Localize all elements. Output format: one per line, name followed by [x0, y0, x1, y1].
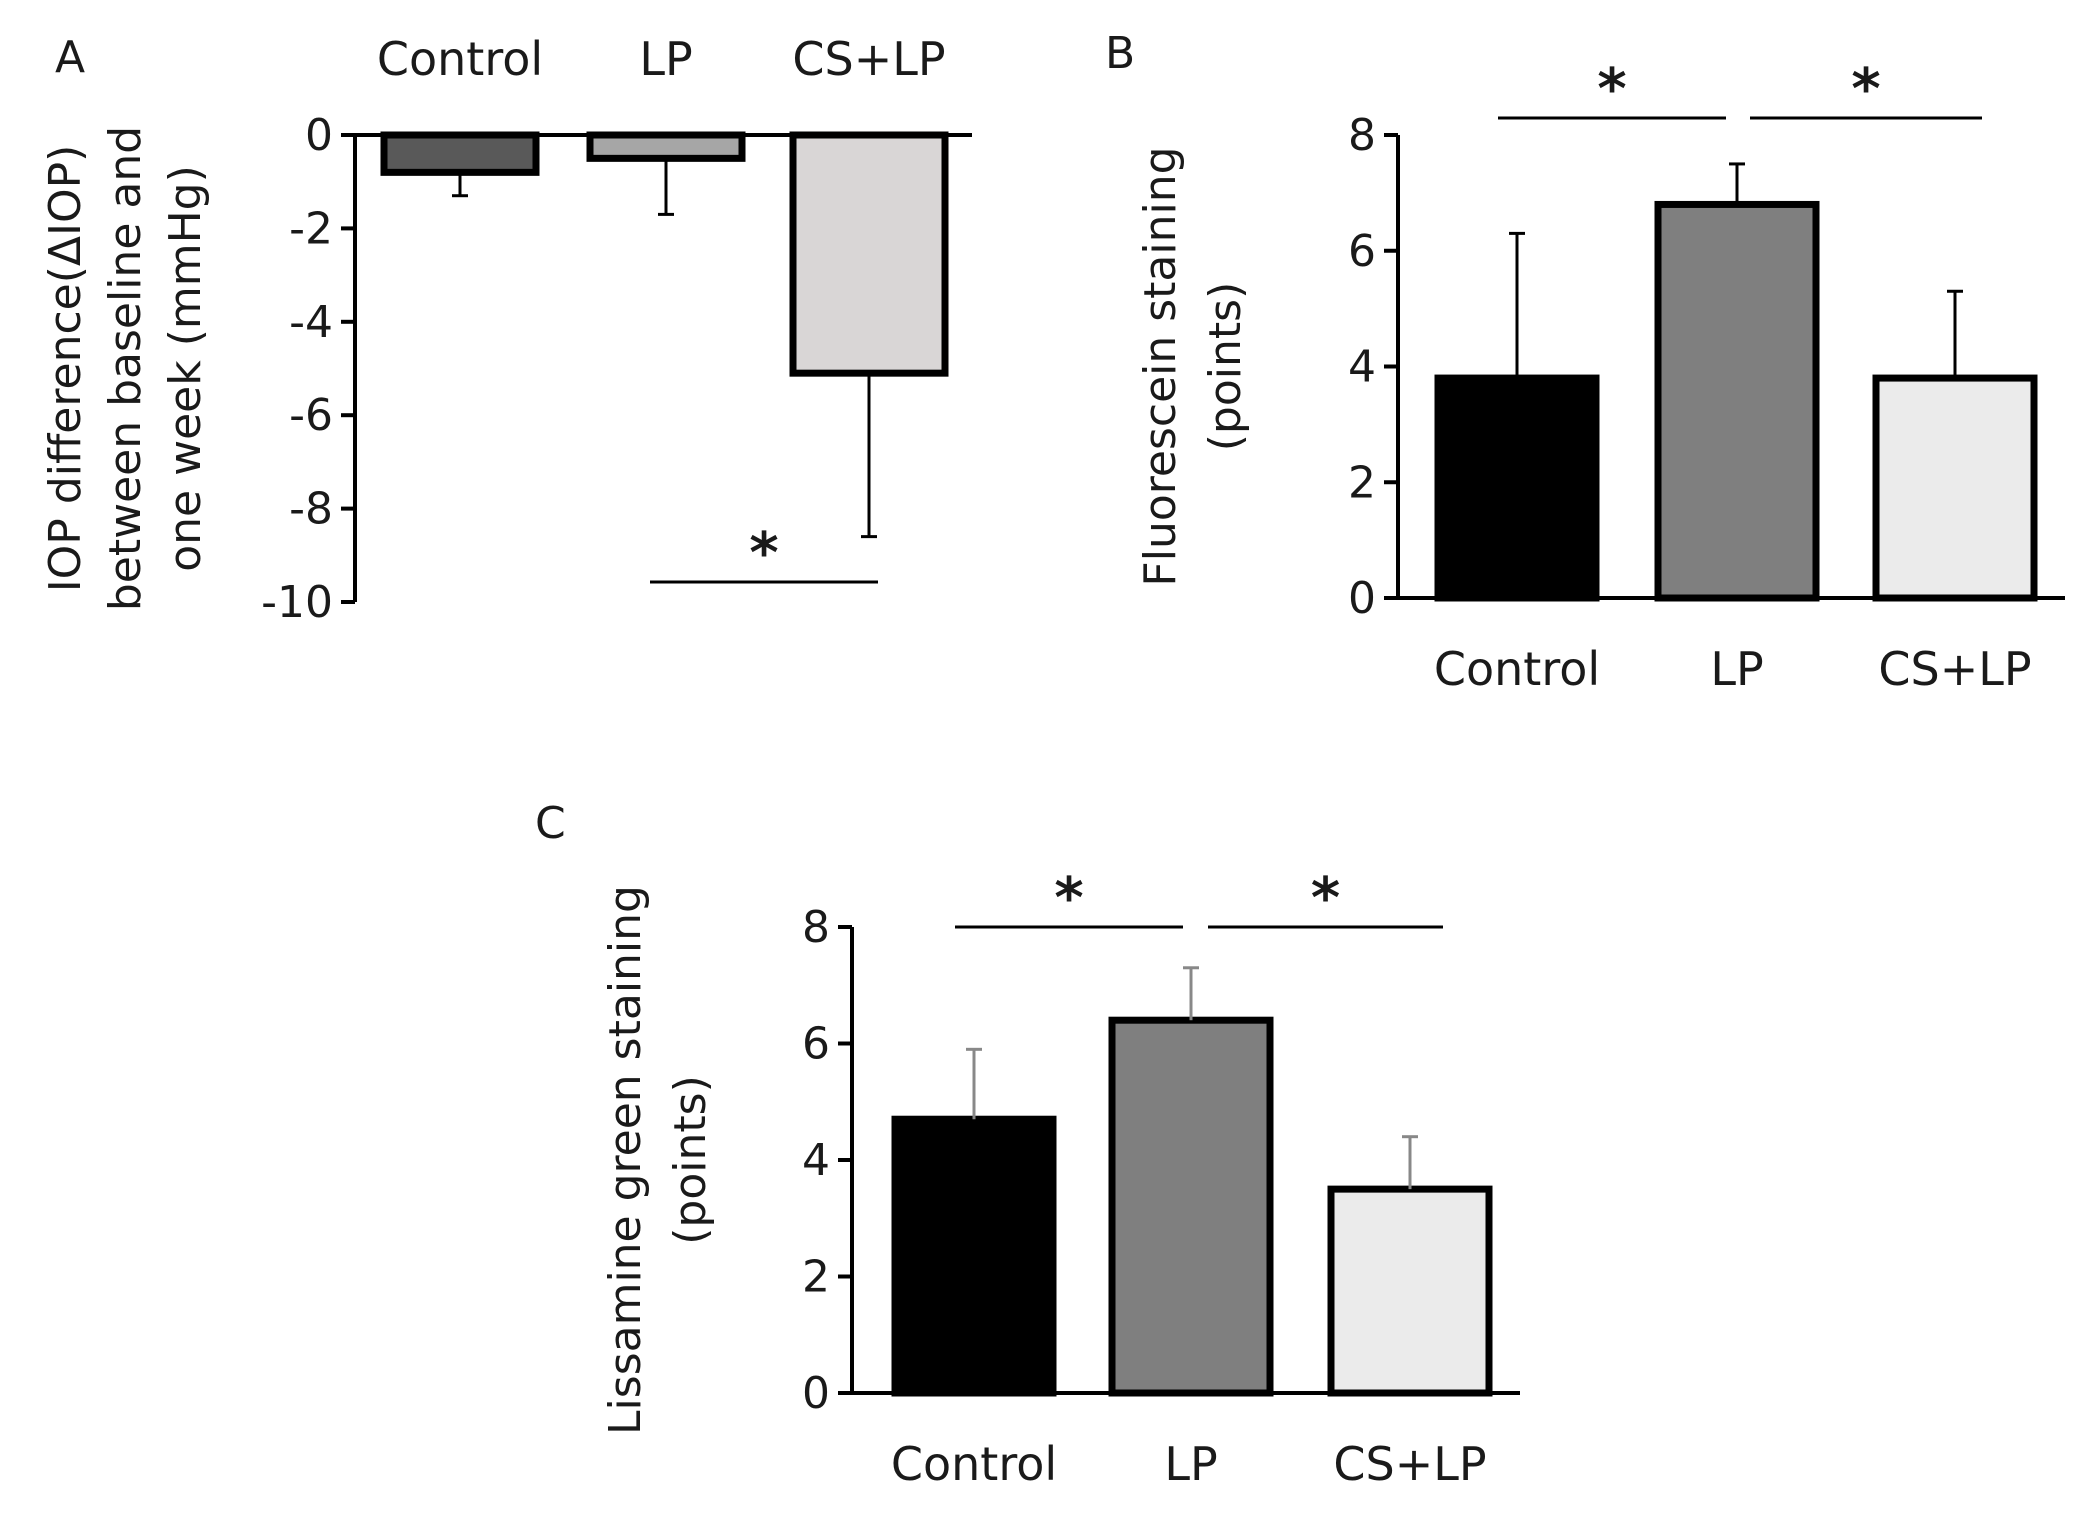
panel-a-category-label: LP [639, 32, 692, 86]
panel-a-y-tick-label: -4 [289, 297, 333, 348]
panel-b-significance-mark: * [1597, 57, 1626, 122]
panel-c-bar [1327, 1185, 1493, 1397]
panel-a-bar [789, 131, 949, 377]
panel-a-y-axis-title: between baseline and [100, 126, 151, 611]
panel-a-chart: 0 -2 -4 -6 -8 -10 IOP difference(ΔIOP) between … [40, 32, 972, 628]
panel-b-significance-mark: * [1851, 57, 1880, 122]
panel-a-label: A [55, 32, 85, 83]
panel-c-y-tick-label: 8 [802, 902, 830, 953]
panel-c-bar [891, 1115, 1057, 1397]
panel-a-y-tick-label: -6 [289, 390, 333, 441]
panel-c-chart: 0 2 4 6 8 Lissamine green staining (points) Con… [600, 866, 1520, 1491]
panel-c-category-label: Control [891, 1437, 1057, 1491]
panel-b-y-tick-label: 8 [1348, 110, 1376, 161]
panel-a-y-axis-title: one week (mmHg) [160, 165, 211, 572]
panel-c-y-tick-label: 0 [802, 1368, 830, 1419]
panel-a-y-tick-label: -2 [289, 203, 333, 254]
panel-a-bar [380, 131, 540, 176]
panel-b-y-tick-label: 4 [1348, 342, 1376, 393]
panel-b-category-label: LP [1710, 642, 1763, 696]
panel-c-y-axis-title: Lissamine green staining [600, 885, 651, 1435]
panel-c-y-tick-label: 4 [802, 1135, 830, 1186]
panel-a-significance-mark: * [749, 521, 778, 586]
panel-a-y-tick-label: -10 [261, 577, 333, 628]
panel-b-category-label: CS+LP [1878, 642, 2031, 696]
panel-c-y-axis-title: (points) [665, 1075, 716, 1244]
panel-c-category-label: LP [1164, 1437, 1217, 1491]
panel-c-label: C [535, 798, 566, 849]
panel-b-bar [1654, 200, 1820, 602]
panel-b-chart: 0 2 4 6 8 Fluorescein staining (points) Control… [1135, 57, 2065, 696]
panel-c-significance-mark: * [1311, 866, 1340, 931]
panel-c-significance-mark: * [1054, 866, 1083, 931]
panel-c-category-label: CS+LP [1333, 1437, 1486, 1491]
panel-a-category-label: Control [377, 32, 543, 86]
panel-b-category-label: Control [1434, 642, 1600, 696]
panel-b-y-tick-label: 2 [1348, 457, 1376, 508]
panel-c-y-tick-label: 2 [802, 1252, 830, 1303]
panel-c-y-tick-label: 6 [802, 1019, 830, 1070]
panel-b-label: B [1105, 28, 1135, 79]
panel-b-y-axis-title: (points) [1200, 282, 1251, 451]
panel-b-bar [1872, 374, 2038, 602]
panel-b-y-tick-label: 6 [1348, 226, 1376, 277]
panel-a-y-tick-label: 0 [305, 110, 333, 161]
panel-c-bar [1108, 1016, 1274, 1397]
panel-b-y-tick-label: 0 [1348, 573, 1376, 624]
panel-a-category-label: CS+LP [792, 32, 945, 86]
panel-a-y-axis-title: IOP difference(ΔIOP) [40, 145, 91, 593]
panel-b-bar [1434, 374, 1600, 602]
panel-a-y-tick-label: -8 [289, 484, 333, 535]
panel-a-bar [586, 131, 746, 162]
panel-b-y-axis-title: Fluorescein staining [1135, 146, 1186, 586]
